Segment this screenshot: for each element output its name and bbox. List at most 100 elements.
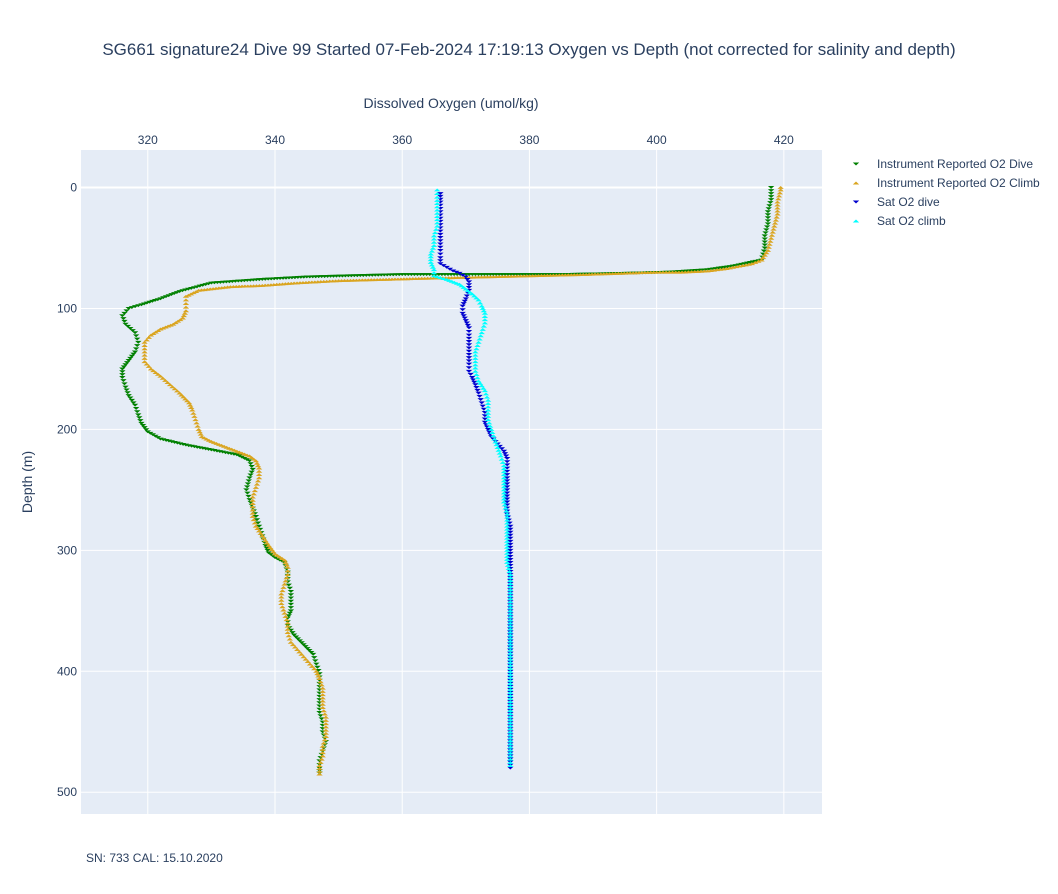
- data-point: [285, 583, 292, 587]
- data-point: [507, 573, 514, 576]
- data-point: [267, 552, 274, 556]
- data-point: [319, 744, 326, 748]
- data-point: [264, 548, 271, 552]
- data-point: [251, 489, 259, 493]
- data-point: [507, 539, 514, 543]
- data-point: [774, 206, 781, 210]
- data-point: [437, 276, 444, 280]
- data-point: [458, 284, 465, 288]
- data-point: [777, 188, 784, 192]
- data-point: [468, 375, 476, 379]
- data-point: [475, 298, 482, 302]
- x-tick-label: 360: [392, 133, 412, 147]
- data-point: [772, 218, 780, 222]
- data-point: [127, 396, 134, 400]
- data-point: [507, 636, 514, 640]
- data-point: [255, 476, 263, 480]
- data-point: [472, 356, 479, 360]
- data-point: [478, 304, 485, 308]
- data-point: [507, 706, 514, 710]
- triangle-down-marker-icon: [852, 200, 860, 204]
- y-tick-label: 0: [70, 180, 77, 194]
- data-point: [507, 766, 514, 770]
- data-point: [132, 406, 140, 410]
- data-point: [188, 406, 195, 410]
- data-point: [507, 597, 514, 601]
- data-point: [298, 641, 305, 645]
- data-point: [462, 287, 470, 291]
- legend-item[interactable]: Sat O2 climb: [852, 214, 946, 228]
- data-point: [465, 340, 473, 343]
- data-point: [489, 431, 496, 435]
- legend-item[interactable]: Instrument Reported O2 Climb: [852, 176, 1040, 190]
- series-instrument-reported-o2-dive: [119, 186, 775, 775]
- data-point: [459, 273, 466, 277]
- data-point: [437, 259, 444, 263]
- data-point: [254, 464, 262, 468]
- data-point: [286, 637, 294, 641]
- data-point: [427, 261, 435, 264]
- data-point: [170, 322, 177, 326]
- data-point: [500, 485, 508, 489]
- data-point: [154, 298, 161, 302]
- data-point: [132, 334, 140, 338]
- data-point: [130, 401, 137, 405]
- data-point: [443, 277, 450, 281]
- data-point: [498, 457, 506, 461]
- data-point: [135, 413, 142, 417]
- data-point: [766, 242, 773, 246]
- data-point: [255, 469, 263, 473]
- data-point: [190, 286, 198, 290]
- data-point: [461, 316, 468, 320]
- data-point: [488, 427, 495, 431]
- legend-item[interactable]: Sat O2 dive: [852, 195, 940, 209]
- data-point: [507, 764, 514, 768]
- data-point: [433, 218, 441, 222]
- y-tick-label: 200: [57, 422, 77, 436]
- data-point: [507, 736, 514, 740]
- data-point: [278, 598, 285, 602]
- data-point: [120, 365, 128, 369]
- data-point: [507, 691, 514, 694]
- data-point: [773, 215, 780, 219]
- data-point: [319, 702, 326, 706]
- legend-item[interactable]: Instrument Reported O2 Dive: [852, 157, 1034, 171]
- data-point: [507, 675, 514, 679]
- legend[interactable]: Instrument Reported O2 Dive Instrument Re…: [852, 157, 1040, 228]
- data-point: [317, 714, 324, 718]
- data-point: [144, 430, 151, 434]
- data-point: [246, 476, 253, 480]
- data-point: [125, 359, 132, 362]
- data-point: [244, 491, 251, 495]
- data-point: [283, 576, 290, 580]
- data-point: [253, 518, 261, 522]
- data-point: [268, 548, 276, 552]
- data-point: [507, 630, 514, 634]
- x-tick-label: 320: [138, 133, 158, 147]
- data-point: [428, 263, 436, 267]
- data-point: [255, 466, 263, 470]
- legend-label: Sat O2 dive: [877, 195, 940, 209]
- data-point: [501, 452, 509, 456]
- data-point: [316, 767, 323, 770]
- data-point: [308, 650, 315, 654]
- data-point: [180, 395, 187, 399]
- data-point: [202, 283, 209, 287]
- data-point: [119, 367, 126, 371]
- data-point: [319, 696, 326, 700]
- data-point: [500, 479, 508, 483]
- data-point: [278, 595, 285, 599]
- data-point: [267, 546, 274, 550]
- data-point: [467, 372, 474, 376]
- data-point: [507, 672, 514, 676]
- data-point: [507, 576, 514, 579]
- data-point: [284, 573, 291, 576]
- data-point: [278, 602, 285, 605]
- data-point: [456, 271, 463, 275]
- data-point: [283, 618, 290, 622]
- data-point: [198, 435, 206, 439]
- data-point: [178, 393, 185, 397]
- data-point: [465, 286, 473, 289]
- data-point: [281, 558, 288, 562]
- plot-background: [81, 150, 822, 814]
